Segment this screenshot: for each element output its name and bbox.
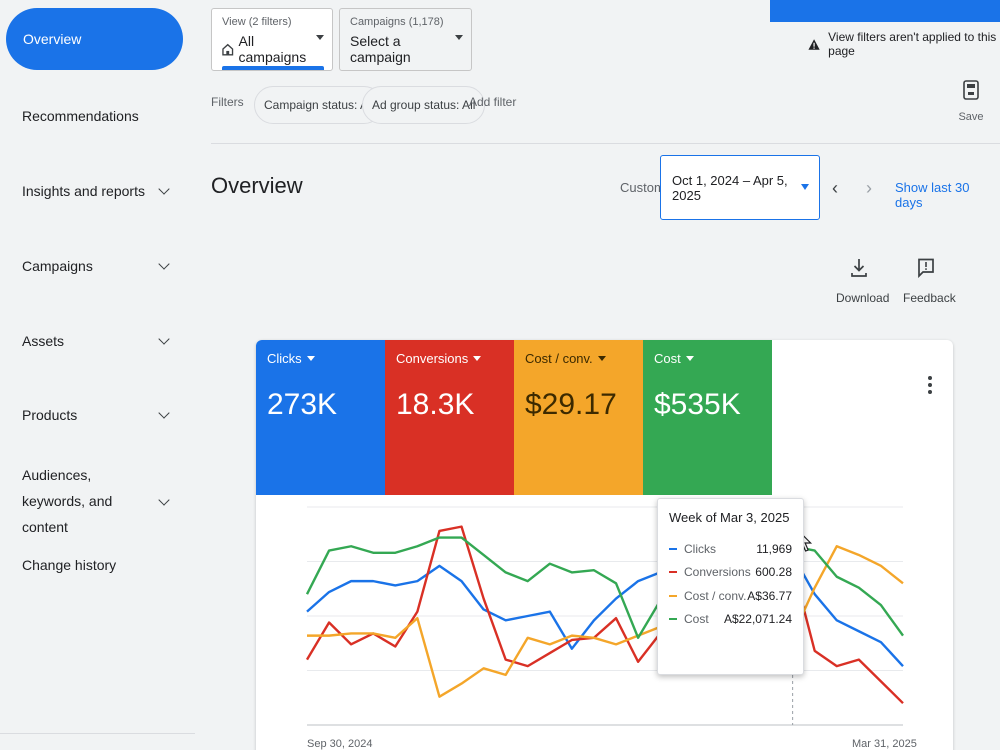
- metric-tile-cost-per-conv[interactable]: Cost / conv. $29.17: [514, 340, 643, 495]
- tooltip-series-value: 11,969: [756, 541, 792, 556]
- chevron-down-icon: [158, 183, 170, 195]
- metric-value: $29.17: [525, 388, 617, 421]
- metric-value: 18.3K: [396, 388, 475, 421]
- tooltip-series-value: A$22,071.24: [723, 612, 792, 627]
- header-divider: [211, 143, 1000, 144]
- series-swatch: [669, 571, 677, 574]
- feedback-icon: [918, 258, 934, 279]
- tooltip-row: Cost / conv. A$36.77: [669, 584, 792, 608]
- next-period-button[interactable]: ›: [866, 178, 872, 198]
- dropdown-caret-icon: [316, 35, 324, 40]
- nav-audiences-keywords-content[interactable]: Audiences, keywords, and content: [22, 463, 172, 541]
- add-filter-button[interactable]: Add filter: [469, 95, 517, 109]
- feedback-button[interactable]: Feedback: [903, 258, 956, 305]
- chevron-down-icon: [158, 333, 170, 345]
- series-swatch: [669, 618, 677, 621]
- series-swatch: [669, 547, 677, 550]
- warning-icon: [808, 38, 820, 50]
- metric-tile-cost[interactable]: Cost $535K: [643, 340, 772, 495]
- nav-products[interactable]: Products: [22, 402, 172, 429]
- tooltip-row: Conversions 600.28: [669, 561, 792, 585]
- download-button[interactable]: Download: [836, 258, 890, 305]
- dropdown-caret-icon: [597, 356, 606, 361]
- tooltip-series-name: Clicks: [684, 541, 716, 556]
- metric-label: Cost: [654, 351, 681, 366]
- sidebar-divider: [0, 733, 195, 734]
- line-chart[interactable]: [256, 495, 953, 750]
- notification-banner: [770, 0, 1000, 22]
- series-line-cost-conv-: [307, 545, 904, 698]
- date-range-value: Oct 1, 2024 – Apr 5, 2025: [672, 172, 788, 203]
- tooltip-row: Clicks 11,969: [669, 537, 792, 561]
- warning-text: View filters aren't applied to this page: [828, 30, 997, 58]
- tooltip-series-value: 600.28: [755, 565, 792, 580]
- metric-label: Cost / conv.: [525, 351, 593, 366]
- tooltip-series-name: Conversions: [684, 565, 751, 580]
- nav-label: Assets: [22, 333, 65, 349]
- nav-change-history[interactable]: Change history: [22, 552, 172, 579]
- dropdown-caret-icon: [473, 356, 482, 361]
- campaign-selector-caption: Campaigns (1,178): [350, 16, 444, 28]
- nav-label: Change history: [22, 557, 117, 573]
- filters-label: Filters: [211, 95, 244, 109]
- nav-insights-and-reports[interactable]: Insights and reports: [22, 178, 172, 205]
- metric-tile-conversions[interactable]: Conversions 18.3K: [385, 340, 514, 495]
- chevron-down-icon: [158, 407, 170, 419]
- view-selector[interactable]: View (2 filters) All campaigns: [211, 8, 333, 71]
- save-icon: [963, 80, 979, 100]
- date-range-type: Custom: [620, 180, 665, 195]
- metric-tile-clicks[interactable]: Clicks 273K: [256, 340, 385, 495]
- save-button[interactable]: Save: [955, 80, 987, 123]
- x-axis-end-label: Mar 31, 2025: [852, 738, 917, 750]
- metric-label: Clicks: [267, 351, 302, 366]
- date-range-picker[interactable]: Oct 1, 2024 – Apr 5, 2025: [660, 155, 820, 220]
- more-options-icon[interactable]: [928, 376, 932, 394]
- metric-value: 273K: [267, 388, 338, 421]
- filter-chip-ad-group-status[interactable]: Ad group status: All: [362, 86, 486, 124]
- download-label: Download: [836, 291, 890, 305]
- nav-campaigns[interactable]: Campaigns: [22, 253, 172, 280]
- tooltip-series-name: Cost: [684, 612, 709, 627]
- view-selector-caption: View (2 filters): [222, 16, 292, 28]
- download-icon: [851, 259, 867, 277]
- chart-tooltip: Week of Mar 3, 2025 Clicks 11,969 Conversi…: [657, 498, 804, 675]
- metric-label: Conversions: [396, 351, 469, 366]
- campaign-selector[interactable]: Campaigns (1,178) Select a campaign: [339, 8, 472, 71]
- tooltip-title: Week of Mar 3, 2025: [669, 510, 790, 525]
- selected-indicator: [222, 66, 324, 70]
- nav-label: Products: [22, 407, 78, 423]
- nav-label: Campaigns: [22, 258, 93, 274]
- chevron-down-icon: [158, 494, 170, 506]
- feedback-label: Feedback: [903, 291, 956, 305]
- series-swatch: [669, 594, 677, 597]
- x-axis-start-label: Sep 30, 2024: [307, 738, 373, 750]
- filters-warning: View filters aren't applied to this page: [808, 30, 1000, 58]
- previous-period-button[interactable]: ‹: [832, 178, 838, 198]
- page-title: Overview: [211, 173, 303, 198]
- performance-card: Clicks 273K Conversions 18.3K Cost / con…: [256, 340, 953, 750]
- show-last-30-days-link[interactable]: Show last 30 days: [895, 180, 970, 210]
- dropdown-caret-icon: [306, 356, 315, 361]
- sidebar: Overview Recommendations Insights and re…: [0, 0, 195, 750]
- dropdown-caret-icon: [455, 35, 463, 40]
- home-icon: [222, 43, 234, 55]
- nav-label: Recommendations: [22, 108, 139, 124]
- metric-value: $535K: [654, 388, 741, 421]
- nav-label: Audiences, keywords, and content: [22, 467, 113, 535]
- tooltip-row: Cost A$22,071.24: [669, 608, 792, 632]
- nav-label: Insights and reports: [22, 183, 145, 199]
- nav-overview[interactable]: Overview: [6, 8, 183, 70]
- filter-chip-campaign-status[interactable]: Campaign status: All: [254, 86, 384, 124]
- nav-recommendations[interactable]: Recommendations: [22, 103, 172, 130]
- campaign-selector-value: Select a campaign: [350, 33, 411, 65]
- chevron-down-icon: [158, 258, 170, 270]
- tooltip-series-name: Cost / conv.: [684, 588, 747, 603]
- save-label: Save: [958, 111, 984, 123]
- dropdown-caret-icon: [801, 184, 809, 190]
- tooltip-series-value: A$36.77: [747, 588, 792, 603]
- dropdown-caret-icon: [685, 356, 694, 361]
- nav-assets[interactable]: Assets: [22, 328, 172, 355]
- view-selector-value: All campaigns: [238, 33, 307, 65]
